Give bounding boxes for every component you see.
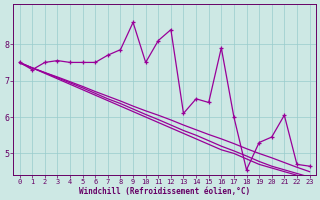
- X-axis label: Windchill (Refroidissement éolien,°C): Windchill (Refroidissement éolien,°C): [79, 187, 250, 196]
